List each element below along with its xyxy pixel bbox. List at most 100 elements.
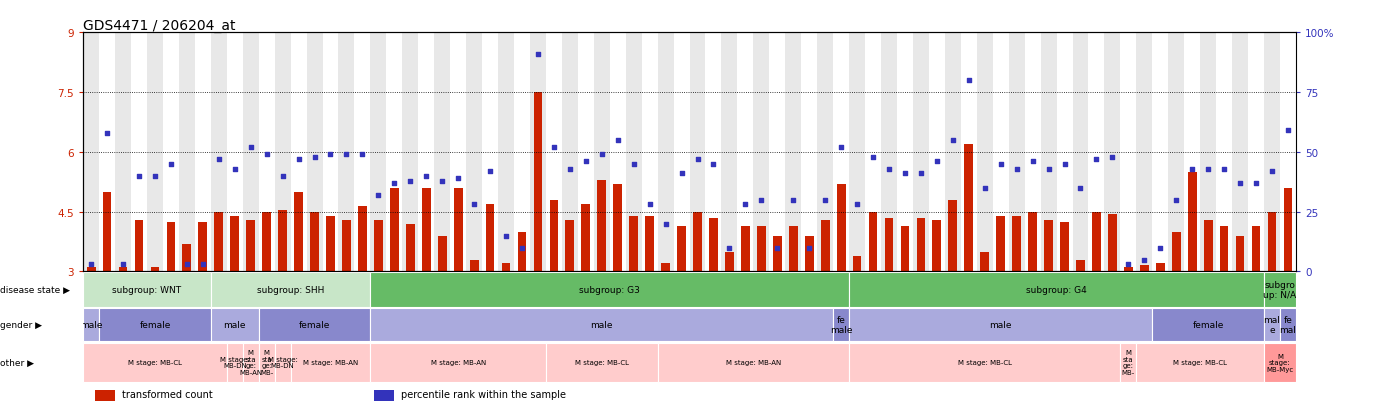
Bar [502,264,510,272]
Point [208,156,230,163]
Point [958,78,980,84]
FancyBboxPatch shape [850,343,1120,382]
Text: M stage: MB-AN: M stage: MB-AN [431,359,485,366]
Bar [103,192,111,272]
Text: M stage: MB-CL: M stage: MB-CL [958,359,1012,366]
Bar [147,33,164,272]
Bar [1279,33,1296,272]
Bar [801,33,818,272]
Text: M stage:
MB-DN: M stage: MB-DN [267,356,298,368]
Point [1070,185,1092,192]
Bar [1107,214,1117,272]
FancyBboxPatch shape [850,309,1152,341]
FancyBboxPatch shape [259,309,370,341]
Bar [517,232,527,272]
FancyBboxPatch shape [211,273,370,307]
Bar [374,220,383,272]
Bar [1041,33,1056,272]
Text: mal
e: mal e [1264,316,1281,334]
Bar [757,226,765,272]
Bar [306,33,323,272]
Point [590,152,613,158]
FancyBboxPatch shape [657,343,850,382]
Bar [657,33,674,272]
Point [1213,166,1235,173]
Text: M
sta
ge:
MB-: M sta ge: MB- [1121,349,1135,375]
Bar [1060,222,1069,272]
Bar [227,33,243,272]
FancyBboxPatch shape [370,343,546,382]
Point [384,180,406,187]
Bar [897,33,913,272]
Bar [1124,268,1132,272]
Bar [215,212,223,272]
Bar [482,33,498,272]
Point [287,156,309,163]
Bar [323,33,338,272]
Bar [1012,216,1021,272]
Bar [498,33,514,272]
Bar [965,145,973,272]
Text: female: female [299,320,330,329]
Bar [514,33,529,272]
Point [990,161,1012,168]
Bar [115,33,132,272]
Bar [534,93,542,272]
Point [559,166,581,173]
FancyBboxPatch shape [370,273,850,307]
Bar [1073,33,1088,272]
Point [1006,166,1028,173]
Point [654,221,676,228]
Bar [87,268,96,272]
Point [909,171,931,177]
Text: M
sta
ge:
MB-: M sta ge: MB- [261,349,273,375]
Bar [179,33,195,272]
Bar [977,33,992,272]
Bar [83,33,100,272]
Bar [1216,33,1232,272]
Point [735,202,757,208]
Bar [434,33,450,272]
Bar [96,390,115,401]
Point [877,166,900,173]
FancyBboxPatch shape [1264,343,1296,382]
Bar [338,33,355,272]
Point [718,244,740,251]
Text: subgro
up: N/A: subgro up: N/A [1264,280,1296,299]
Point [973,185,995,192]
Bar [593,33,610,272]
Bar [1120,33,1137,272]
Bar [387,33,402,272]
Bar [1076,260,1085,272]
Point [463,202,485,208]
Point [1134,256,1156,263]
Text: subgroup: WNT: subgroup: WNT [112,285,182,294]
Point [671,171,693,177]
Point [1117,261,1139,268]
Bar [833,33,850,272]
Text: male: male [990,320,1012,329]
FancyBboxPatch shape [833,309,850,341]
Bar [1152,33,1168,272]
Bar [151,268,159,272]
Bar [195,33,211,272]
Bar [597,180,606,272]
Bar [625,33,642,272]
Point [240,145,262,151]
Point [1181,166,1203,173]
Bar [358,206,367,272]
FancyBboxPatch shape [546,343,657,382]
Bar [705,33,722,272]
Point [703,161,725,168]
Bar [1137,33,1152,272]
Bar [166,222,175,272]
Bar [485,204,495,272]
Bar [578,33,593,272]
Bar [929,33,945,272]
FancyBboxPatch shape [83,273,211,307]
Bar [1220,226,1228,272]
Point [416,173,438,180]
Bar [901,226,909,272]
Bar [913,33,929,272]
Bar [291,33,306,272]
